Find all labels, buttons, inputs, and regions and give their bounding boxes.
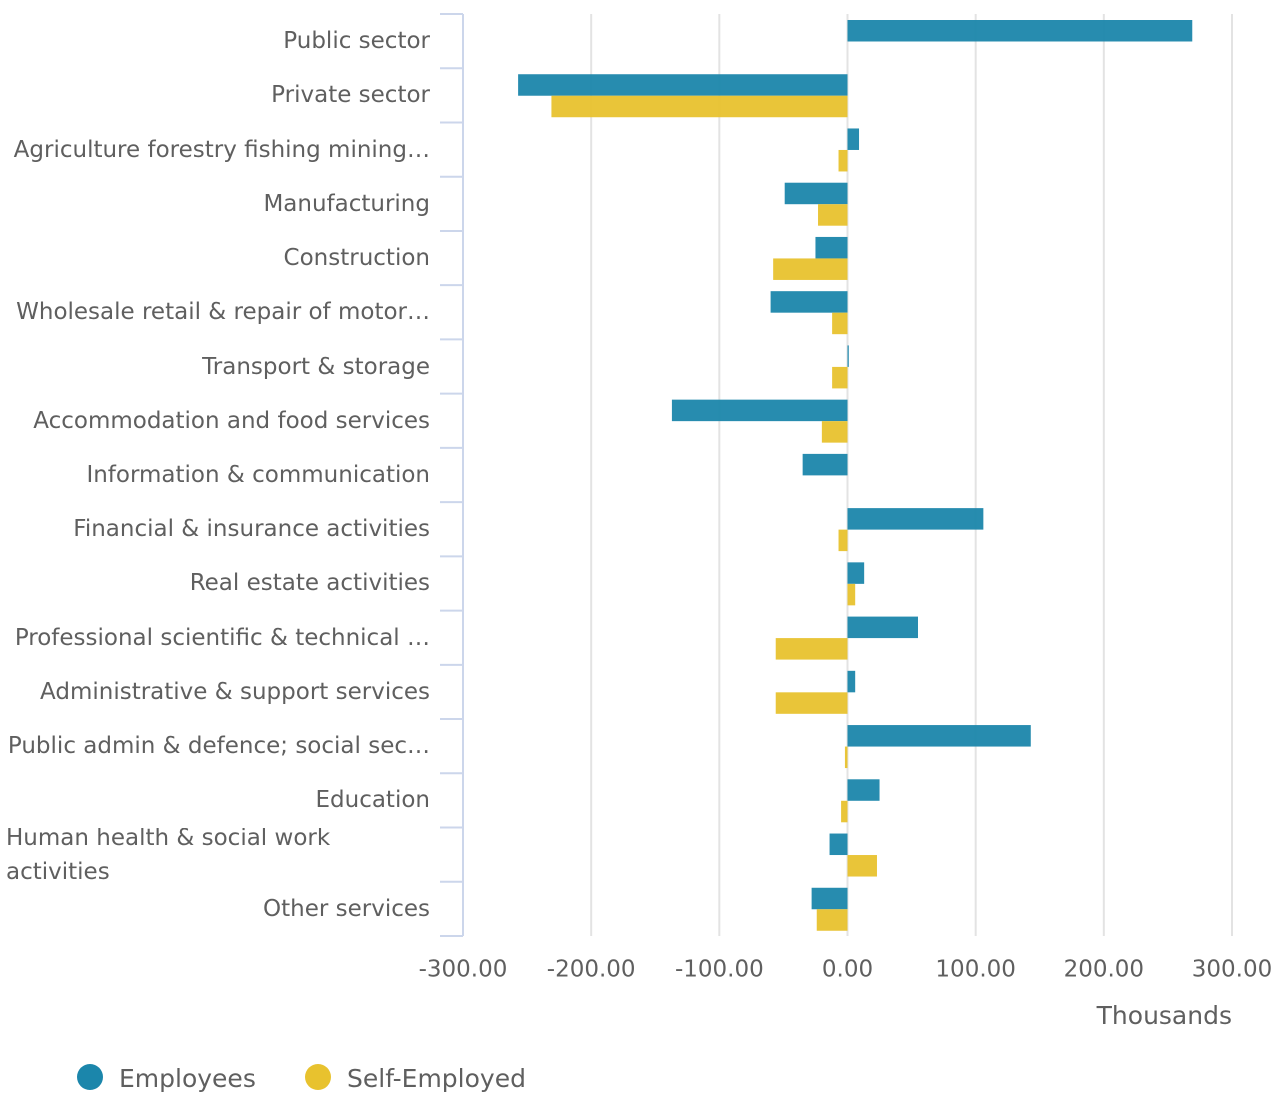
x-tick-label: 0.00 bbox=[822, 957, 873, 983]
y-tick-label: Transport & storage bbox=[202, 353, 430, 380]
y-tick-label-box: Real estate activities bbox=[189, 570, 430, 597]
bar bbox=[773, 258, 848, 280]
y-tick-label: Administrative & support services bbox=[40, 678, 430, 705]
bar bbox=[847, 616, 918, 639]
bar bbox=[802, 453, 848, 476]
y-tick-label: Professional scientific & technical … bbox=[14, 624, 430, 651]
y-tick-label: Real estate activities bbox=[189, 570, 430, 597]
bar bbox=[551, 95, 848, 118]
bar bbox=[829, 833, 848, 856]
legend-marker bbox=[77, 1064, 103, 1090]
bar bbox=[847, 562, 865, 584]
bar bbox=[847, 345, 849, 367]
x-tick-label: 100.00 bbox=[935, 957, 1015, 983]
y-tick-label: Manufacturing bbox=[263, 190, 430, 217]
legend-marker bbox=[305, 1064, 331, 1090]
bar bbox=[775, 638, 848, 660]
bar bbox=[811, 887, 848, 910]
bar bbox=[671, 399, 848, 422]
bar bbox=[816, 909, 848, 931]
bar bbox=[821, 421, 848, 443]
y-tick-label-box: Public sector bbox=[283, 28, 430, 55]
bar bbox=[847, 128, 860, 150]
y-tick-label-box: Private sector bbox=[271, 82, 430, 109]
y-tick-label: Information & communication bbox=[86, 461, 430, 488]
y-tick-label-box: Transport & storage bbox=[202, 353, 430, 380]
y-tick-label: Other services bbox=[263, 895, 430, 922]
y-tick-label: Education bbox=[315, 787, 430, 814]
y-tick-label-box: Wholesale retail & repair of motor… bbox=[16, 299, 430, 326]
y-tick-label-box: Information & communication bbox=[86, 461, 430, 488]
bar bbox=[838, 529, 848, 552]
y-tick-label-box: Professional scientific & technical … bbox=[14, 624, 430, 651]
y-tick-label-box: Manufacturing bbox=[263, 190, 430, 217]
x-axis-label: Thousands bbox=[1096, 1001, 1232, 1030]
y-tick-label: Human health & social work activities bbox=[6, 827, 331, 882]
x-tick-label: -300.00 bbox=[419, 957, 508, 983]
y-tick-label: Public admin & defence; social sec… bbox=[7, 733, 430, 760]
bar bbox=[832, 312, 848, 335]
y-tick-label-box: Agriculture forestry fishing mining… bbox=[13, 136, 430, 163]
bar bbox=[832, 366, 848, 389]
bar bbox=[847, 855, 877, 877]
bar bbox=[784, 182, 848, 205]
y-tick-label-box: Public admin & defence; social sec… bbox=[7, 733, 430, 760]
legend-label: Employees bbox=[119, 1064, 256, 1093]
y-tick-label-box: Administrative & support services bbox=[40, 678, 430, 705]
bar bbox=[847, 779, 880, 801]
x-tick-label: -100.00 bbox=[675, 957, 764, 983]
bar bbox=[847, 725, 1031, 747]
y-tick-label: Private sector bbox=[271, 82, 430, 109]
y-tick-label-box: Other services bbox=[263, 895, 430, 922]
bar bbox=[770, 291, 848, 313]
bar bbox=[838, 149, 848, 172]
bar bbox=[815, 236, 848, 259]
bar bbox=[847, 20, 1193, 42]
y-tick-label-box: Human health & social work activities bbox=[6, 827, 331, 882]
y-tick-label: Wholesale retail & repair of motor… bbox=[16, 299, 430, 326]
y-tick-label: Public sector bbox=[283, 28, 430, 55]
y-tick-label-box: Accommodation and food services bbox=[33, 407, 430, 434]
x-tick-label: -200.00 bbox=[547, 957, 636, 983]
y-tick-label: Financial & insurance activities bbox=[73, 516, 430, 543]
y-tick-label-box: Financial & insurance activities bbox=[73, 516, 430, 543]
bar bbox=[847, 670, 856, 693]
y-tick-label: Accommodation and food services bbox=[33, 407, 430, 434]
bar bbox=[844, 746, 848, 769]
bar bbox=[818, 204, 848, 226]
x-tick-label: 200.00 bbox=[1064, 957, 1144, 983]
bar bbox=[775, 692, 848, 714]
bar bbox=[847, 583, 856, 606]
y-tick-label-box: Education bbox=[315, 787, 430, 814]
bar bbox=[518, 74, 848, 96]
x-tick-label: 300.00 bbox=[1192, 957, 1272, 983]
y-tick-label: Agriculture forestry fishing mining… bbox=[13, 136, 430, 163]
y-tick-label: Construction bbox=[283, 245, 430, 272]
bar bbox=[847, 508, 984, 530]
y-tick-label-box: Construction bbox=[283, 245, 430, 272]
legend-label: Self-Employed bbox=[347, 1064, 526, 1093]
bar bbox=[841, 800, 848, 823]
